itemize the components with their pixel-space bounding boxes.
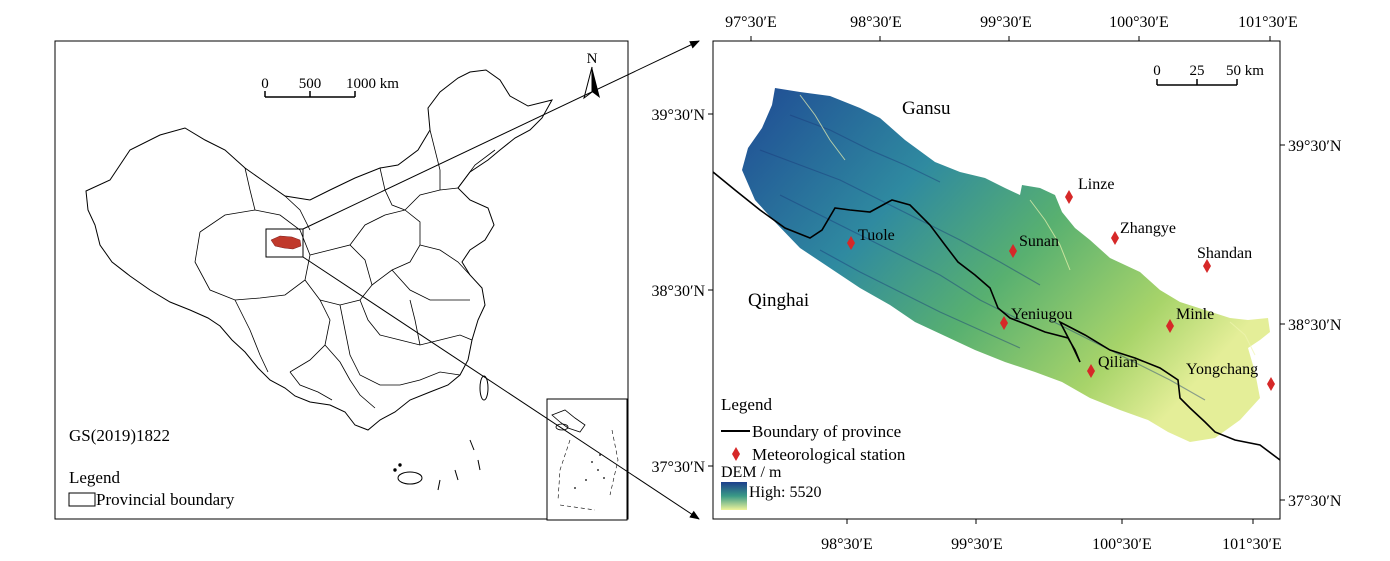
station-label-zhangye: Zhangye (1120, 220, 1176, 237)
left-legend-item: Provincial boundary (96, 490, 235, 509)
left-scale-bar: 0 500 1000 km (261, 76, 399, 98)
dem-region (742, 88, 1270, 442)
study-area-box (265, 228, 304, 258)
station-label-tuole: Tuole (858, 227, 895, 244)
legend-station-label: Meteorological station (752, 445, 906, 464)
right-legend: Legend Boundary of province Meteorologic… (721, 395, 906, 510)
right-tick-2: 37°30′N (1288, 493, 1342, 510)
dem-ridges (759, 114, 1206, 401)
left-map: 0 500 1000 km N GS(2019)1822 Legend Prov… (54, 40, 629, 521)
right-scale-bar: 0 25 50 km (1153, 63, 1264, 86)
station-labels: Linze Zhangye Shandan Sunan Tuole Minle … (858, 176, 1258, 378)
province-lines (194, 129, 496, 409)
top-axis-labels: 97°30′E 98°30′E 99°30′E 100°30′E 101°30′… (725, 14, 1298, 31)
connector-arrow-bottom (302, 256, 700, 520)
legend-dem-high: High: 5520 (749, 484, 821, 501)
connector-arrow-top (302, 40, 700, 230)
region-label-gansu: Gansu (902, 98, 951, 119)
north-arrow-icon: N (583, 51, 600, 100)
station-label-qilian: Qilian (1098, 354, 1138, 371)
left-map-frame (54, 40, 629, 520)
station-label-shandan: Shandan (1197, 245, 1252, 262)
map-approval-code: GS(2019)1822 (69, 426, 170, 445)
right-axis-labels: 39°30′N 38°30′N 37°30′N (1288, 138, 1342, 510)
station-marker-shandan[interactable] (1203, 259, 1211, 273)
station-label-yeniugou: Yeniugou (1011, 306, 1073, 323)
station-marker-qilian[interactable] (1087, 364, 1095, 378)
top-tick-2: 99°30′E (980, 14, 1032, 31)
island-dashes (393, 439, 481, 491)
left-legend-title: Legend (69, 468, 120, 487)
legend-boundary-swatch (68, 492, 96, 507)
station-label-linze: Linze (1078, 176, 1114, 193)
left-tick-0: 39°30′N (652, 107, 706, 124)
right-legend-title: Legend (721, 395, 772, 414)
station-label-yongchang: Yongchang (1186, 361, 1258, 378)
bottom-tick-2: 100°30′E (1092, 536, 1152, 553)
province-boundary-line (712, 171, 1281, 461)
bottom-axis-labels: 98°30′E 99°30′E 100°30′E 101°30′E (821, 536, 1282, 553)
station-marker-linze[interactable] (1065, 190, 1073, 204)
taiwan-island (479, 375, 489, 401)
right-scale-tick-2: 50 km (1226, 63, 1264, 79)
station-marker-minle[interactable] (1166, 319, 1174, 333)
legend-dem-swatch (721, 482, 747, 510)
scale-tick-0: 0 (261, 76, 269, 92)
top-tick-4: 101°30′E (1238, 14, 1298, 31)
left-tick-1: 38°30′N (652, 283, 706, 300)
legend-dem-title: DEM / m (721, 464, 782, 481)
bottom-tick-3: 101°30′E (1222, 536, 1282, 553)
station-marker-sunan[interactable] (1009, 244, 1017, 258)
scale-tick-2: 1000 km (346, 76, 399, 92)
station-marker-tuole[interactable] (847, 236, 855, 250)
right-scale-tick-1: 25 (1190, 63, 1205, 79)
station-label-minle: Minle (1176, 306, 1214, 323)
right-map: Linze Zhangye Shandan Sunan Tuole Minle … (652, 14, 1342, 553)
study-area-shape (270, 235, 302, 250)
station-markers (847, 190, 1275, 391)
region-label-qinghai: Qinghai (748, 290, 809, 311)
right-tick-1: 38°30′N (1288, 317, 1342, 334)
station-marker-yongchang[interactable] (1267, 377, 1275, 391)
right-tick-0: 39°30′N (1288, 138, 1342, 155)
china-outline (85, 69, 553, 431)
scale-tick-1: 500 (299, 76, 322, 92)
top-tick-3: 100°30′E (1109, 14, 1169, 31)
south-china-sea-inset (546, 398, 628, 521)
legend-boundary-label: Boundary of province (752, 422, 901, 441)
legend-station-icon (732, 447, 740, 461)
station-label-sunan: Sunan (1019, 233, 1059, 250)
dem-highlands-light (799, 94, 1256, 356)
station-marker-zhangye[interactable] (1111, 231, 1119, 245)
frame-ticks (708, 36, 1285, 524)
bottom-tick-1: 99°30′E (951, 536, 1003, 553)
left-tick-2: 37°30′N (652, 459, 706, 476)
top-tick-0: 97°30′E (725, 14, 777, 31)
bottom-tick-0: 98°30′E (821, 536, 873, 553)
right-scale-tick-0: 0 (1153, 63, 1161, 79)
hainan-island (397, 471, 423, 485)
north-label: N (587, 51, 598, 67)
top-tick-1: 98°30′E (850, 14, 902, 31)
station-marker-yeniugou[interactable] (1000, 316, 1008, 330)
left-axis-labels: 39°30′N 38°30′N 37°30′N (652, 107, 706, 476)
